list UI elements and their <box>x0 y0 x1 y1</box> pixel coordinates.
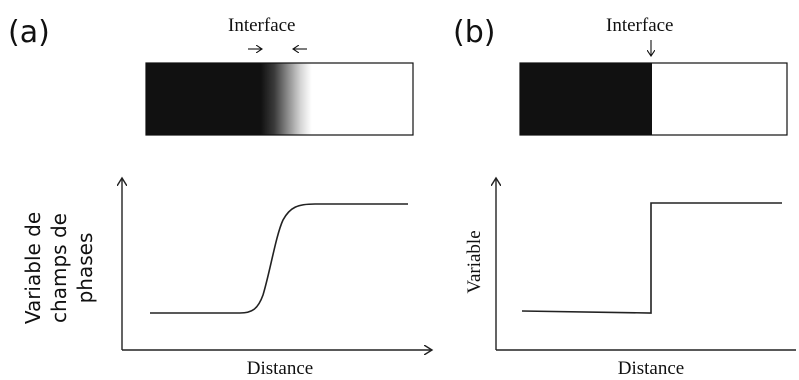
panel-b-y-label-group: Variable <box>464 230 485 293</box>
panel-a-y-label-line-2-text: champs de <box>47 213 71 323</box>
panel-a-y-label-line-3-text: phases <box>73 233 97 304</box>
panel-b-x-axis-label: Distance <box>618 358 684 379</box>
panel-a: (a) Interface <box>8 15 432 350</box>
panel-a-y-label-line-1-text: Variable de <box>21 212 45 324</box>
panel-a-interface-label: Interface <box>228 15 296 36</box>
panel-a-letter: (a) <box>8 15 50 50</box>
panel-b: (b) Interface Variable Distance <box>453 15 796 379</box>
panel-a-y-label-group: Variable de champs de phases <box>21 212 97 324</box>
panel-a-x-axis-label: Distance <box>247 358 313 379</box>
panel-b-sharp-step-curve <box>521 202 782 314</box>
panel-b-letter: (b) <box>453 15 495 50</box>
panel-b-sharp-interface-bar <box>519 62 788 136</box>
panel-a-phase-field-curve <box>150 203 408 314</box>
panel-a-diffuse-interface-bar <box>145 62 414 136</box>
panel-b-y-axis-label: Variable <box>464 230 485 293</box>
panel-b-interface-label: Interface <box>606 15 674 36</box>
panel-b-dark-phase <box>520 63 652 135</box>
